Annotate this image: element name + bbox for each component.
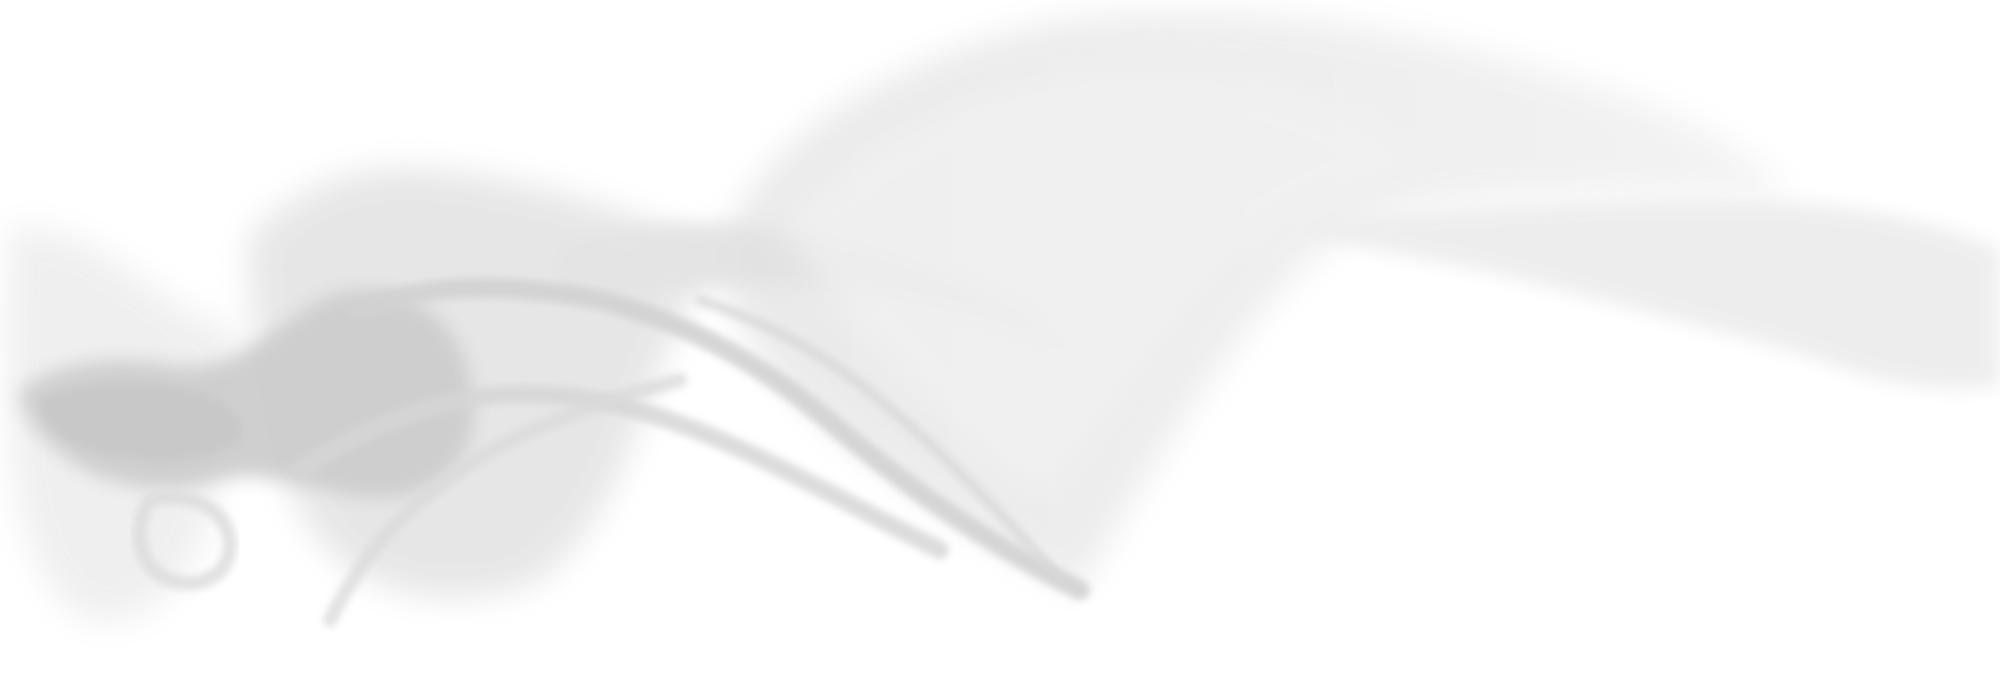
smoke-right-tail (1300, 200, 2000, 389)
smoke-strand-4 (695, 295, 1065, 585)
smoke-highlight-veil (780, 69, 1430, 501)
smoke-strand-2 (291, 385, 949, 559)
smoke-strand-1 (350, 278, 1090, 600)
smoke-bottom-curl (132, 490, 238, 591)
smoke-core-lobe (40, 382, 243, 460)
smoke-strand-3 (323, 373, 687, 627)
